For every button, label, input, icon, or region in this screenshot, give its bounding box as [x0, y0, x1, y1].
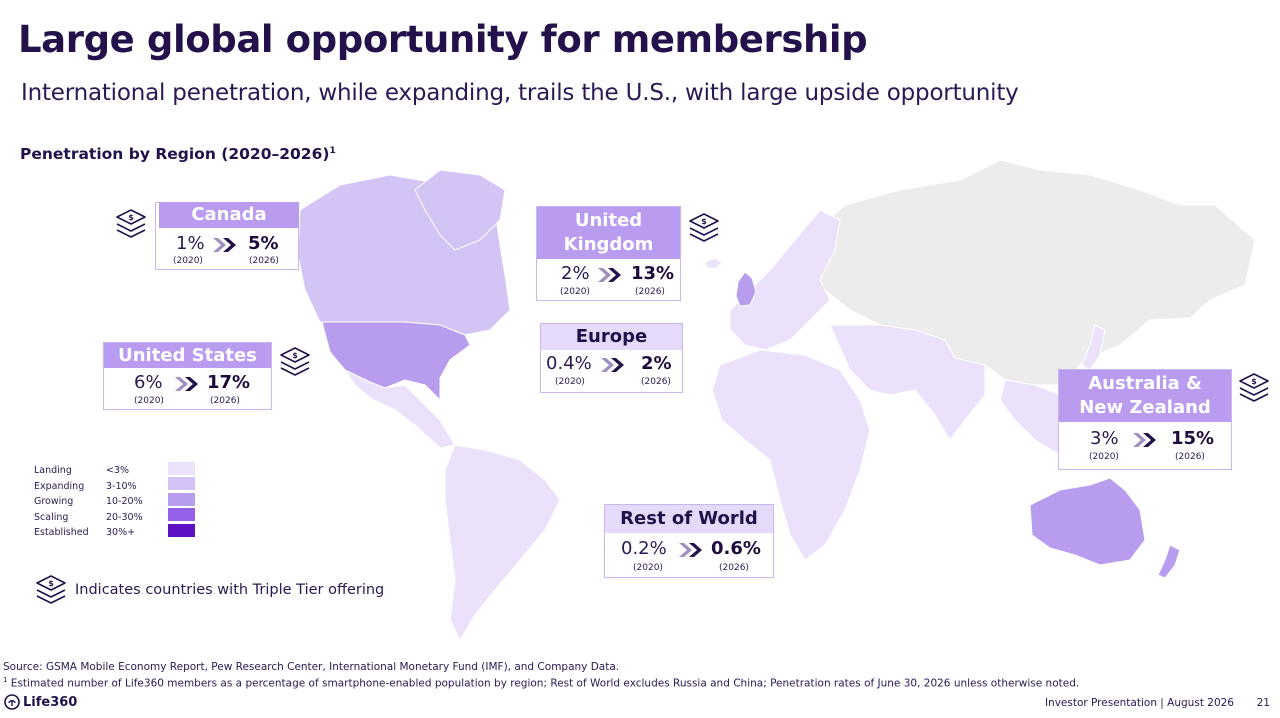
legend-range: 20-30%: [106, 512, 143, 523]
callout-europe: Europe 0.4% 2% (2020) (2026): [540, 323, 683, 393]
callout-united-states: United States 6% 17% (2020) (2026): [103, 342, 272, 410]
footnote: 1 Estimated number of Life360 members as…: [3, 676, 1080, 690]
row-start-year: (2020): [633, 563, 663, 573]
anz-end-value: 15%: [1171, 428, 1215, 449]
page-subtitle: International penetration, while expandi…: [21, 80, 1019, 106]
callout-canada-title: Canada: [159, 202, 299, 228]
uk-end-year: (2026): [635, 287, 665, 297]
callout-australia-nz: Australia & New Zealand 3% 15% (2020) (2…: [1058, 369, 1232, 470]
callout-australia-nz-title: Australia & New Zealand: [1059, 370, 1231, 422]
legend-label: Established: [34, 527, 89, 538]
svg-text:$: $: [701, 217, 707, 226]
stacked-layers-dollar-icon: $: [280, 347, 310, 376]
triple-tier-note: Indicates countries with Triple Tier off…: [75, 582, 385, 598]
legend-label: Landing: [34, 465, 72, 476]
uk-start-value: 2%: [561, 263, 590, 284]
map-new-zealand: [1157, 544, 1181, 579]
row-start-value: 0.2%: [621, 538, 667, 559]
map-greenland: [414, 169, 506, 251]
callout-europe-title: Europe: [541, 324, 682, 350]
page-title: Large global opportunity for membership: [18, 18, 868, 61]
presentation-label: Investor Presentation | August 2026: [1044, 697, 1234, 709]
callout-rest-of-world: Rest of World 0.2% 0.6% (2020) (2026): [604, 504, 774, 578]
us-end-value: 17%: [207, 372, 251, 393]
callout-rest-of-world-title: Rest of World: [605, 505, 773, 533]
canada-end-year: (2026): [249, 256, 279, 266]
map-south-america: [444, 444, 561, 642]
svg-text:$: $: [128, 213, 134, 222]
map-africa: [711, 349, 871, 561]
life360-logo-icon: [4, 694, 20, 710]
canada-end-value: 5%: [248, 233, 279, 254]
stacked-layers-dollar-icon: $: [689, 213, 719, 242]
canada-start-value: 1%: [176, 233, 205, 254]
anz-end-year: (2026): [1175, 452, 1205, 462]
legend-range: 30%+: [106, 527, 136, 538]
row-end-value: 0.6%: [711, 538, 761, 559]
stacked-layers-dollar-icon: $: [36, 575, 66, 604]
map-australia: [1029, 477, 1146, 566]
callout-united-states-title: United States: [104, 343, 271, 368]
brand-name: Life360: [23, 694, 78, 710]
legend-range: <3%: [106, 465, 130, 476]
svg-text:$: $: [1251, 377, 1257, 386]
page-number: 21: [1256, 697, 1270, 709]
callout-canada: Canada 1% 5% (2020) (2026): [155, 202, 299, 270]
canada-start-year: (2020): [173, 256, 203, 266]
chevron-right-icon: [679, 543, 702, 557]
anz-start-year: (2020): [1089, 452, 1119, 462]
europe-start-year: (2020): [555, 377, 585, 387]
uk-start-year: (2020): [560, 287, 590, 297]
legend-swatch-landing: [168, 462, 195, 475]
chevron-right-icon: [213, 238, 236, 252]
legend-swatch-established: [168, 524, 195, 537]
legend-label: Scaling: [34, 512, 69, 523]
us-start-value: 6%: [134, 372, 163, 393]
legend-swatch-expanding: [168, 477, 195, 490]
map-middle-east-asia: [829, 324, 986, 441]
svg-text:$: $: [48, 579, 54, 588]
legend-label: Growing: [34, 496, 74, 507]
source-note: Source: GSMA Mobile Economy Report, Pew …: [3, 661, 620, 673]
callout-united-kingdom: United Kingdom 2% 13% (2020) (2026): [536, 206, 681, 301]
us-end-year: (2026): [210, 396, 240, 406]
anz-start-value: 3%: [1090, 428, 1119, 449]
map-europe: [729, 209, 841, 351]
legend-range: 3-10%: [106, 481, 137, 492]
row-end-year: (2026): [719, 563, 749, 573]
chevron-right-icon: [601, 358, 624, 372]
legend-swatch-scaling: [168, 508, 195, 521]
chevron-right-icon: [175, 377, 198, 391]
map-uk: [735, 271, 757, 307]
callout-united-kingdom-title: United Kingdom: [537, 207, 680, 259]
svg-text:$: $: [292, 351, 298, 360]
europe-start-value: 0.4%: [546, 353, 592, 374]
stacked-layers-dollar-icon: $: [116, 209, 146, 238]
brand-logo: Life360: [4, 694, 77, 710]
europe-end-year: (2026): [641, 377, 671, 387]
stacked-layers-dollar-icon: $: [1239, 373, 1269, 402]
uk-end-value: 13%: [631, 263, 675, 284]
chevron-right-icon: [598, 268, 621, 282]
europe-end-value: 2%: [641, 353, 672, 374]
legend-label: Expanding: [34, 481, 85, 492]
chevron-right-icon: [1133, 433, 1156, 447]
legend-range: 10-20%: [106, 496, 143, 507]
map-iceland: [704, 257, 723, 269]
legend-swatch-growing: [168, 493, 195, 506]
us-start-year: (2020): [134, 396, 164, 406]
section-title: Penetration by Region (2020–2026)1: [20, 145, 336, 163]
